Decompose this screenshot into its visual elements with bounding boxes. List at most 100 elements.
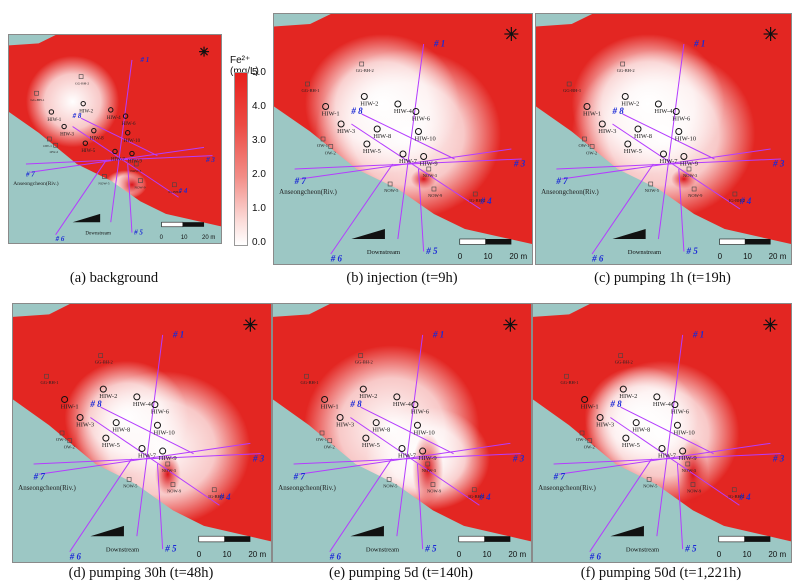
line-label: # 7: [25, 170, 35, 178]
well-label: NOW-9: [687, 489, 702, 494]
line-label: # 3: [252, 453, 265, 463]
line-label: # 4: [738, 492, 751, 502]
river-area: [273, 399, 531, 562]
well-marker: [425, 461, 431, 467]
line-label: # 4: [739, 196, 752, 206]
well-label: HIW-2: [79, 110, 93, 115]
line-label: # 3: [513, 159, 526, 169]
map-panel-e: # 1 # 3 # 7 # 4 # 6 # 5 # 8 GG-BH-2 GG-BH-1 HIW-2…: [272, 303, 532, 563]
well-label: GG-BH-1: [302, 88, 320, 93]
line-label: # 5: [133, 229, 143, 237]
well-marker: [634, 125, 642, 133]
well-label: OW-2: [586, 151, 597, 156]
survey-line: [561, 148, 771, 180]
well-marker: [731, 487, 737, 493]
well-label: HIW-2: [359, 393, 377, 400]
well-marker: [690, 482, 696, 487]
compass-icon: [503, 317, 518, 332]
caption-a: (a) background: [69, 270, 159, 286]
caption-c: (c) pumping 1h (t=19h): [594, 270, 731, 286]
well-marker: [98, 353, 104, 358]
caption-e: (e) pumping 5d (t=140h): [329, 565, 473, 581]
well-label: OW-1: [56, 437, 67, 442]
well-label: NOW-9: [688, 193, 703, 198]
well-label: HIW-4: [394, 108, 413, 115]
well-marker: [362, 434, 370, 442]
well-marker: [579, 430, 585, 436]
scale-label: 0: [160, 235, 164, 241]
well-label: NOW-3: [683, 173, 698, 178]
scale-label: 10: [223, 550, 232, 559]
downstream-arrow: [72, 213, 101, 223]
survey-line: [678, 168, 685, 252]
well-label: OW-1: [576, 437, 587, 442]
well-label: GG-BH-1: [563, 88, 581, 93]
river-area-top: [9, 35, 56, 46]
survey-line: [591, 163, 654, 255]
well-marker: [658, 444, 666, 452]
well-marker: [589, 144, 595, 149]
map-panel-f: # 1 # 3 # 7 # 4 # 6 # 5 # 8 GG-BH-2 GG-BH-1 HIW-2…: [532, 303, 792, 563]
scale-label: 20 m: [768, 550, 786, 559]
well-marker: [420, 153, 428, 160]
well-label: HIW-3: [336, 422, 354, 429]
scale-label: 0: [458, 252, 463, 261]
well-label: OW-2: [325, 151, 336, 156]
well-marker: [172, 182, 177, 188]
well-marker: [153, 421, 161, 429]
scale-label: 20 m: [509, 252, 527, 261]
high-concentration-spot: [154, 453, 181, 495]
survey-line: [620, 406, 714, 455]
scale-label: 10: [181, 235, 188, 241]
well-marker: [44, 373, 49, 379]
river-area-top: [274, 14, 331, 27]
well-marker: [337, 120, 345, 128]
well-label: HIW-3: [596, 422, 614, 429]
survey-line: [656, 334, 684, 537]
well-marker: [170, 482, 176, 487]
well-label: HIW-9: [679, 455, 697, 462]
legend-tick-2: 2.0: [252, 169, 266, 180]
line-label: # 4: [479, 196, 492, 206]
well-marker: [321, 395, 329, 403]
line-label: # 1: [139, 56, 149, 64]
scale-label: 0: [197, 550, 202, 559]
well-marker: [619, 385, 627, 393]
well-marker: [596, 414, 604, 422]
well-marker: [618, 353, 624, 358]
well-label: HIW-8: [632, 427, 650, 434]
well-label: HIW-5: [622, 442, 640, 449]
scale-bar: [484, 536, 511, 542]
scale-bar: [161, 221, 184, 228]
well-marker: [133, 393, 141, 401]
well-marker: [581, 395, 589, 403]
well-marker: [387, 181, 393, 187]
line-label: # 6: [330, 254, 343, 264]
survey-line: [361, 113, 455, 160]
survey-line: [612, 123, 741, 210]
well-marker: [671, 401, 679, 409]
legend-tick-1: 1.0: [252, 203, 266, 214]
legend-tick-5: 5.0: [252, 67, 266, 78]
survey-line: [329, 458, 393, 552]
line-label: # 8: [72, 112, 82, 120]
well-label: GG-BH-2: [617, 68, 635, 73]
well-marker: [133, 161, 139, 167]
well-marker: [622, 434, 630, 442]
scale-label: 0: [717, 550, 722, 559]
well-label: GG-BH-2: [356, 68, 374, 73]
well-label: HIW-9: [159, 455, 177, 462]
scale-label: 10: [743, 550, 752, 559]
map-e-svg: # 1 # 3 # 7 # 4 # 6 # 5 # 8 GG-BH-2 GG-BH-1 HIW-2…: [273, 304, 531, 562]
well-marker: [78, 74, 84, 79]
well-label: HIW-2: [621, 101, 639, 108]
well-label: HIW-2: [619, 393, 637, 400]
survey-line: [416, 463, 424, 550]
well-label: NOW-9: [428, 193, 443, 198]
caption-d: (d) pumping 30h (t=48h): [68, 565, 214, 581]
well-label: OW-1: [316, 437, 327, 442]
well-marker: [413, 421, 421, 429]
map-d-svg: # 1 # 3 # 7 # 4 # 6 # 5 # 8 GG-BH-2 GG-BH-1 HIW-2…: [13, 304, 271, 562]
well-label: HIW-10: [124, 139, 141, 144]
survey-line: [589, 458, 653, 552]
